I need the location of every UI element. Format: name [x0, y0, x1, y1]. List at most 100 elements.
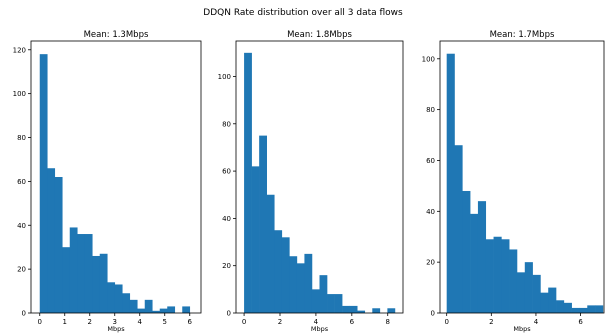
y-tick-label: 40: [222, 215, 231, 223]
figure-suptitle: DDQN Rate distribution over all 3 data f…: [203, 8, 403, 18]
histogram-bar: [595, 305, 604, 313]
x-tick-label: 6: [578, 318, 583, 326]
histogram-bar: [159, 308, 168, 313]
histogram-bar: [493, 236, 502, 313]
histogram-bar: [137, 308, 146, 313]
histogram-bar: [462, 190, 471, 313]
histogram-bar: [122, 293, 131, 313]
histogram-bar: [167, 306, 176, 313]
subplot-title: Mean: 1.8Mbps: [287, 30, 352, 40]
histogram-bar: [274, 230, 283, 313]
histogram-bar: [387, 308, 396, 313]
axes-frame: [235, 40, 404, 314]
histogram-bar: [540, 292, 549, 313]
x-tick-label: 0: [38, 318, 42, 326]
y-tick-label: 60: [17, 178, 26, 186]
histogram-bar: [548, 287, 557, 313]
y-tick-label: 100: [422, 55, 435, 63]
histogram-bar: [289, 256, 298, 313]
histogram-bar: [357, 310, 366, 313]
y-tick-label: 20: [222, 262, 231, 270]
histogram-bar: [107, 282, 116, 313]
histogram-bar: [470, 213, 479, 313]
histogram-bar: [296, 263, 305, 313]
x-tick-label: 6: [188, 318, 193, 326]
histogram-bar: [334, 294, 343, 313]
y-tick-label: 0: [22, 310, 26, 318]
x-tick-label: 4: [138, 318, 143, 326]
x-tick-label: 1: [63, 318, 67, 326]
histogram-bar: [327, 294, 335, 313]
axes-frame: [30, 40, 202, 314]
histogram-bar: [266, 194, 275, 313]
x-tick-label: 6: [350, 318, 355, 326]
histogram-bar: [579, 307, 588, 313]
histogram-bar: [99, 253, 108, 313]
x-axis-label: Mbps: [311, 325, 329, 333]
histogram-bar: [311, 289, 320, 313]
histogram-bar: [342, 305, 350, 313]
histogram-bar: [516, 272, 526, 313]
histogram-bar: [39, 54, 48, 313]
histogram-bar: [587, 305, 596, 313]
x-tick-label: 2: [88, 318, 92, 326]
y-tick-label: 0: [431, 310, 435, 318]
histogram-bar: [77, 234, 86, 313]
histogram-bar: [244, 52, 252, 313]
y-tick-label: 60: [222, 168, 231, 176]
histogram-bar: [319, 275, 328, 313]
histogram-bar: [501, 239, 510, 313]
y-tick-label: 60: [426, 157, 435, 165]
histogram-bar: [259, 135, 267, 313]
x-tick-label: 0: [242, 318, 246, 326]
y-tick-label: 40: [426, 208, 435, 216]
histogram-bar: [304, 253, 313, 313]
subplot-title: Mean: 1.3Mbps: [84, 30, 149, 40]
y-tick-label: 40: [17, 222, 26, 230]
histogram-bar: [251, 166, 260, 313]
x-axis-label: Mbps: [107, 325, 125, 333]
x-tick-label: 8: [386, 318, 390, 326]
histogram-bar: [54, 177, 63, 313]
x-tick-label: 4: [534, 318, 539, 326]
histogram-bar: [571, 307, 580, 313]
histogram-2: 0 20 40 60 80 100 0 2 4 6 8 Mean: 1.8Mbps Mbps: [218, 30, 404, 333]
histogram-bar: [509, 249, 518, 313]
histogram-bar: [454, 145, 463, 313]
x-tick-label: 2: [489, 318, 493, 326]
subplot-title: Mean: 1.7Mbps: [490, 30, 555, 40]
x-tick-label: 3: [113, 318, 117, 326]
x-tick-label: 2: [278, 318, 282, 326]
histogram-3: 0 20 40 60 80 100 0 2 4 6 Mean: 1.7Mbps Mbps: [422, 30, 605, 333]
y-tick-label: 20: [17, 266, 26, 274]
histogram-bar: [372, 308, 381, 313]
y-tick-label: 80: [222, 120, 231, 128]
axes-frame: [439, 40, 605, 314]
y-tick-label: 80: [17, 134, 26, 142]
histogram-bar: [129, 299, 138, 313]
histogram-bar: [84, 234, 93, 313]
histogram-bar: [563, 302, 572, 313]
y-tick-label: 100: [13, 90, 26, 98]
histogram-bar: [152, 310, 161, 313]
histogram-bar: [485, 239, 494, 313]
histogram-bar: [446, 53, 455, 314]
histogram-bar: [349, 305, 358, 313]
x-tick-label: 5: [163, 318, 167, 326]
histogram-bar: [556, 300, 565, 313]
y-tick-label: 80: [426, 106, 435, 114]
x-tick-label: 0: [444, 318, 448, 326]
histogram-bar: [144, 299, 153, 313]
histogram-bar: [62, 247, 71, 313]
y-tick-label: 100: [218, 73, 231, 81]
histogram-bar: [477, 201, 487, 313]
histogram-bar: [524, 262, 533, 313]
y-tick-label: 120: [13, 46, 26, 54]
histogram-1: 0 20 40 60 80 100 120 0 1 2 3 4 5 6 Mean: 1.3Mbps Mbps: [13, 30, 202, 333]
y-tick-label: 0: [227, 310, 231, 318]
histogram-bar: [47, 168, 56, 313]
x-axis-label: Mbps: [513, 325, 531, 333]
histogram-bar: [182, 306, 191, 313]
